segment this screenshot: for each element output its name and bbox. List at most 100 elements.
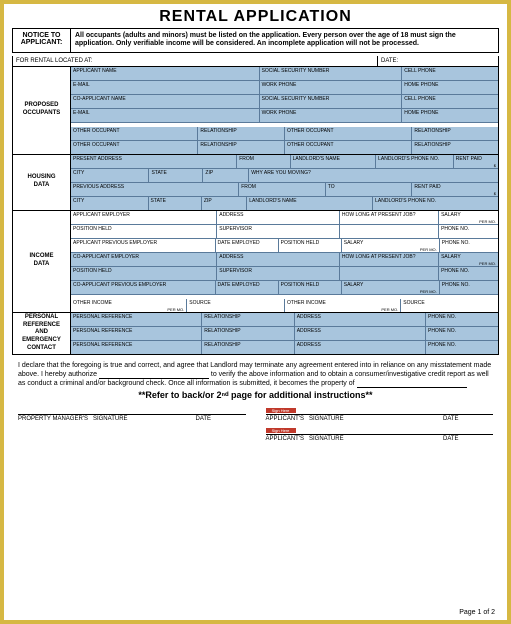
coapp-supervisor-field[interactable]: SUPERVISOR [216,267,339,280]
prev-emp-phone-field[interactable]: PHONE NO. [439,239,498,252]
rent-paid-field[interactable]: RENT PAID$ [453,155,498,168]
state-field[interactable]: STATE [148,169,202,182]
coapp-ssn-field[interactable]: SOCIAL SECURITY NUMBER [259,95,402,108]
sign-here-badge-2: Sign Here [266,428,296,433]
supervisor-field[interactable]: SUPERVISOR [216,225,339,238]
refer-instructions: **Refer to back/or 2ⁿᵈ page for addition… [12,390,499,400]
housing-label: HOUSING DATA [13,155,71,210]
landlord-phone-field[interactable]: LANDLORD'S PHONE NO. [375,155,453,168]
prev-rent-field[interactable]: RENT PAID$ [411,183,498,196]
coapp-email-field[interactable]: E-MAIL [71,109,259,122]
other-income-field[interactable]: OTHER INCOMEPER MO. [71,299,186,312]
from-field[interactable]: FROM [236,155,289,168]
salary-field[interactable]: SALARYPER MO. [438,211,498,224]
source-field-2[interactable]: SOURCE [400,299,498,312]
city-field[interactable]: CITY [71,169,148,182]
personal-label: PERSONAL REFERENCE AND EMERGENCY CONTACT [13,313,71,354]
email-field[interactable]: E-MAIL [71,81,259,94]
header-row: FOR RENTAL LOCATED AT: DATE: [12,56,499,67]
prev-position-field[interactable]: POSITION HELD [278,239,341,252]
previous-address-field[interactable]: PREVIOUS ADDRESS [71,183,238,196]
ssn-field[interactable]: SOCIAL SECURITY NUMBER [259,67,402,80]
coapp-date-emp-field[interactable]: DATE EMPLOYED [215,281,278,294]
pm-signature[interactable]: PROPERTY MANAGER'S SIGNATUREDATE [18,414,246,422]
applicant-signature[interactable]: Sign Here APPLICANT'S SIGNATUREDATE [266,414,494,422]
coapp-prev-position-field[interactable]: POSITION HELD [278,281,341,294]
other-occupant-field[interactable]: OTHER OCCUPANT [71,127,197,140]
notice-text: All occupants (adults and minors) must b… [71,29,498,52]
coapp-prev-emp-field[interactable]: CO-APPLICANT PREVIOUS EMPLOYER [71,281,215,294]
coapp-prev-phone-field[interactable]: PHONE NO. [439,281,498,294]
ref1-name-field[interactable]: PERSONAL REFERENCE [71,313,201,326]
rental-application-form: RENTAL APPLICATION NOTICE TO APPLICANT: … [0,0,511,624]
prev-landlord-field[interactable]: LANDLORD'S NAME [246,197,372,210]
ref3-name-field[interactable]: PERSONAL REFERENCE [71,341,201,354]
notice-row: NOTICE TO APPLICANT: All occupants (adul… [12,28,499,53]
ref2-rel-field[interactable]: RELATIONSHIP [201,327,293,340]
landlord-name-field[interactable]: LANDLORD'S NAME [290,155,376,168]
work-phone-field[interactable]: WORK PHONE [259,81,402,94]
coapp-emp-address-field[interactable]: ADDRESS [216,253,339,266]
applicant-signature-2[interactable]: Sign Here APPLICANT'S SIGNATUREDATE [266,434,494,442]
located-label: FOR RENTAL LOCATED AT: [13,56,378,66]
why-moving-field[interactable]: WHY ARE YOU MOVING? [248,169,498,182]
other-occupant-field-4[interactable]: OTHER OCCUPANT [284,141,411,154]
income-label: INCOME DATA [13,211,71,312]
coapp-home-field[interactable]: HOME PHONE [401,109,498,122]
prev-to-field[interactable]: TO [325,183,412,196]
ref1-addr-field[interactable]: ADDRESS [294,313,425,326]
relationship-field[interactable]: RELATIONSHIP [197,127,284,140]
applicant-name-field[interactable]: APPLICANT NAME [71,67,259,80]
prev-state-field[interactable]: STATE [148,197,201,210]
notice-heading: NOTICE TO APPLICANT: [13,29,71,52]
other-occupant-field-2[interactable]: OTHER OCCUPANT [284,127,411,140]
date-employed-field[interactable]: DATE EMPLOYED [215,239,278,252]
relationship-field-2[interactable]: RELATIONSHIP [411,127,498,140]
howlong-field[interactable]: HOW LONG AT PRESENT JOB? [339,211,438,224]
coapp-howlong-field[interactable]: HOW LONG AT PRESENT JOB? [339,253,438,266]
cell-field[interactable]: CELL PHONE [401,67,498,80]
page-footer: Page 1 of 2 [459,609,495,616]
prev-zip-field[interactable]: ZIP [201,197,246,210]
prev-landlord-phone-field[interactable]: LANDLORD'S PHONE NO. [372,197,498,210]
signature-area: PROPERTY MANAGER'S SIGNATUREDATE Sign He… [12,414,499,442]
sign-here-badge: Sign Here [266,408,296,413]
coapp-employer-field[interactable]: CO-APPLICANT EMPLOYER [71,253,216,266]
other-income-field-2[interactable]: OTHER INCOMEPER MO. [284,299,400,312]
ref2-name-field[interactable]: PERSONAL REFERENCE [71,327,201,340]
relationship-field-3[interactable]: RELATIONSHIP [197,141,284,154]
emp-phone-field[interactable]: PHONE NO. [438,225,498,238]
coapp-salary-field[interactable]: SALARYPER MO. [438,253,498,266]
coapp-prev-salary-field[interactable]: SALARYPER MO. [341,281,439,294]
ref1-phone-field[interactable]: PHONE NO. [425,313,498,326]
relationship-field-4[interactable]: RELATIONSHIP [411,141,498,154]
declaration-text: I declare that the foregoing is true and… [12,361,499,388]
applicant-employer-field[interactable]: APPLICANT EMPLOYER [71,211,216,224]
coapp-work-field[interactable]: WORK PHONE [259,109,402,122]
prev-employer-field[interactable]: APPLICANT PREVIOUS EMPLOYER [71,239,215,252]
personal-reference-section: PERSONAL REFERENCE AND EMERGENCY CONTACT… [12,313,499,355]
ref1-rel-field[interactable]: RELATIONSHIP [201,313,293,326]
coapp-emp-phone-field[interactable]: PHONE NO. [438,267,498,280]
ref3-phone-field[interactable]: PHONE NO. [425,341,498,354]
form-title: RENTAL APPLICATION [12,8,499,26]
ref2-phone-field[interactable]: PHONE NO. [425,327,498,340]
zip-field[interactable]: ZIP [202,169,248,182]
coapplicant-name-field[interactable]: CO-APPLICANT NAME [71,95,259,108]
position-field[interactable]: POSITION HELD [71,225,216,238]
ref3-addr-field[interactable]: ADDRESS [294,341,425,354]
ref2-addr-field[interactable]: ADDRESS [294,327,425,340]
source-field[interactable]: SOURCE [186,299,284,312]
prev-salary-field[interactable]: SALARYPER MO. [341,239,439,252]
home-phone-field[interactable]: HOME PHONE [401,81,498,94]
prev-city-field[interactable]: CITY [71,197,148,210]
employer-address-field[interactable]: ADDRESS [216,211,339,224]
prev-from-field[interactable]: FROM [238,183,325,196]
ref3-rel-field[interactable]: RELATIONSHIP [201,341,293,354]
date-label: DATE: [378,56,498,66]
coapp-cell-field[interactable]: CELL PHONE [401,95,498,108]
income-data-section: INCOME DATA APPLICANT EMPLOYER ADDRESS H… [12,211,499,313]
coapp-position-field[interactable]: POSITION HELD [71,267,216,280]
present-address-field[interactable]: PRESENT ADDRESS [71,155,236,168]
other-occupant-field-3[interactable]: OTHER OCCUPANT [71,141,197,154]
